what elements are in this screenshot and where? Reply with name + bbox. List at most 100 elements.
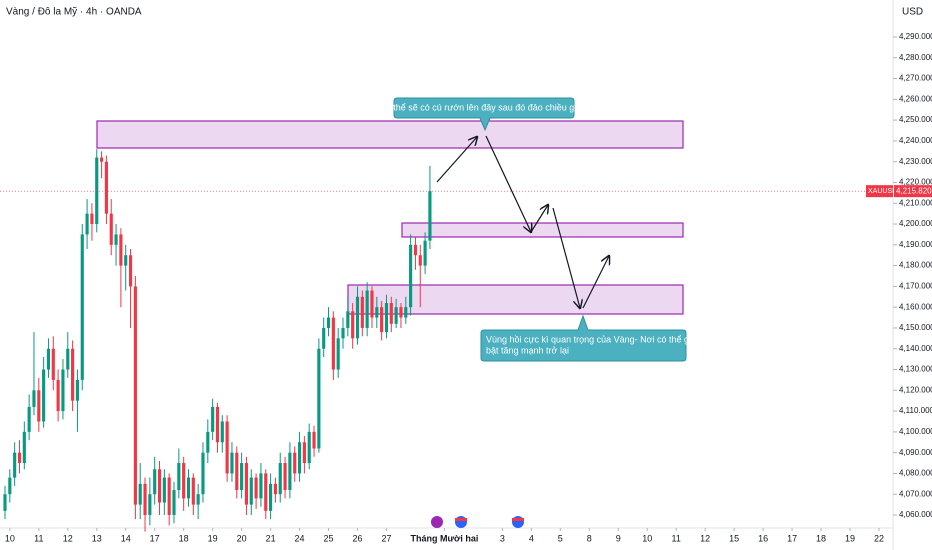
candle-body (22, 431, 26, 464)
arrow (530, 205, 548, 233)
x-tick-label: 22 (874, 533, 884, 543)
x-tick-label: 27 (381, 533, 391, 543)
mid-zone (401, 222, 684, 238)
candle-body (297, 442, 302, 474)
candle-body (196, 494, 200, 505)
candle-body (264, 473, 268, 511)
x-tick-label: 12 (63, 533, 73, 543)
event-icon[interactable] (431, 516, 443, 528)
arrow (552, 207, 580, 308)
candle-body (423, 240, 427, 266)
callout-box (480, 314, 687, 362)
candle-body (42, 369, 46, 422)
candle-body (56, 379, 60, 412)
y-tick-label: 4,160.000 (899, 302, 932, 311)
x-tick-label: 8 (587, 533, 592, 543)
arrows (436, 135, 609, 308)
y-tick-label: 4,170.000 (899, 282, 932, 291)
x-tick-label: 10 (5, 533, 15, 543)
x-tick-label: 10 (642, 533, 652, 543)
candle-body (32, 390, 36, 407)
chart-title: Vàng / Đô la Mỹ · 4h · OANDA (6, 7, 142, 18)
x-tick-label: 19 (845, 533, 855, 543)
candle-body (259, 473, 263, 499)
candle-body (162, 477, 166, 503)
candle-body (346, 311, 350, 328)
event-icon[interactable] (512, 516, 524, 528)
candle-body (288, 452, 292, 491)
candle-body (37, 390, 41, 422)
x-tick-label: Tháng Mười hai (410, 533, 478, 543)
y-tick-label: 4,130.000 (899, 365, 932, 374)
candle-body (235, 452, 239, 491)
candle-body (365, 290, 369, 328)
candle-body (104, 161, 108, 214)
candle-body (143, 483, 147, 515)
candle-body (254, 477, 258, 499)
candle-body (230, 452, 234, 474)
y-tick-label: 4,200.000 (899, 219, 932, 228)
x-tick-label: 14 (121, 533, 131, 543)
x-tick-label: 24 (295, 533, 305, 543)
y-tick-label: 4,150.000 (899, 323, 932, 332)
candle-body (336, 338, 340, 370)
candle-body (71, 348, 75, 401)
event-icon[interactable] (455, 516, 467, 528)
candle-body (167, 477, 171, 515)
candle-body (428, 191, 432, 241)
candle-body (186, 477, 191, 499)
y-tick-label: 4,270.000 (899, 74, 932, 83)
event-icons (431, 516, 524, 528)
candle-body (124, 255, 128, 266)
symbol-tag: XAUUSD (868, 188, 897, 195)
x-tick-label: 19 (208, 533, 218, 543)
candle-body (51, 348, 55, 380)
candle-body (418, 255, 422, 266)
arrow (485, 135, 531, 232)
price-tag-box (894, 185, 932, 198)
y-tick-label: 4,070.000 (899, 489, 932, 498)
annotation: Vùng hồi cực kì quan trọng của Vàng- Nơi… (486, 334, 725, 344)
x-tick-label: 21 (266, 533, 276, 543)
candle-body (380, 307, 384, 333)
candle-body (375, 307, 379, 318)
candle-body (27, 406, 31, 432)
candle-body (3, 494, 7, 511)
currency: USD (902, 7, 923, 18)
callout-top: Có thể sẽ có cú rướn lên đây sau đó đảo … (379, 97, 589, 132)
candles (3, 149, 432, 532)
y-tick-label: 4,190.000 (899, 240, 932, 249)
y-tick-label: 4,290.000 (899, 32, 932, 41)
candle-body (211, 406, 215, 432)
candle-body (278, 463, 282, 495)
candle-body (215, 406, 220, 443)
candle-body (148, 494, 152, 515)
candle-body (225, 421, 229, 474)
x-tick-label: 26 (352, 533, 362, 543)
candle-body (384, 303, 389, 333)
x-tick-label: 15 (729, 533, 739, 543)
y-tick-label: 4,110.000 (899, 406, 932, 415)
y-tick-label: 4,250.000 (899, 115, 932, 124)
candle-body (90, 213, 94, 225)
candle-body (8, 477, 12, 495)
y-tick-label: 4,260.000 (899, 94, 932, 103)
candle-body (128, 255, 133, 287)
flag-stripe (455, 518, 467, 521)
price-tag: 4,215.820 (896, 186, 932, 195)
candle-body (394, 307, 398, 324)
y-tick-label: 4,180.000 (899, 261, 932, 270)
y-tick-label: 4,230.000 (899, 157, 932, 166)
candle-body (283, 463, 287, 491)
x-tick-label: 13 (92, 533, 102, 543)
x-tick-label: 16 (758, 533, 768, 543)
candle-body (269, 483, 273, 511)
x-tick-label: 9 (616, 533, 621, 543)
candle-body (273, 483, 277, 495)
y-tick-label: 4,120.000 (899, 385, 932, 394)
x-tick-label: 12 (700, 533, 710, 543)
callout-box (393, 97, 575, 132)
arrow (436, 137, 477, 183)
x-tick-label: 18 (179, 533, 189, 543)
